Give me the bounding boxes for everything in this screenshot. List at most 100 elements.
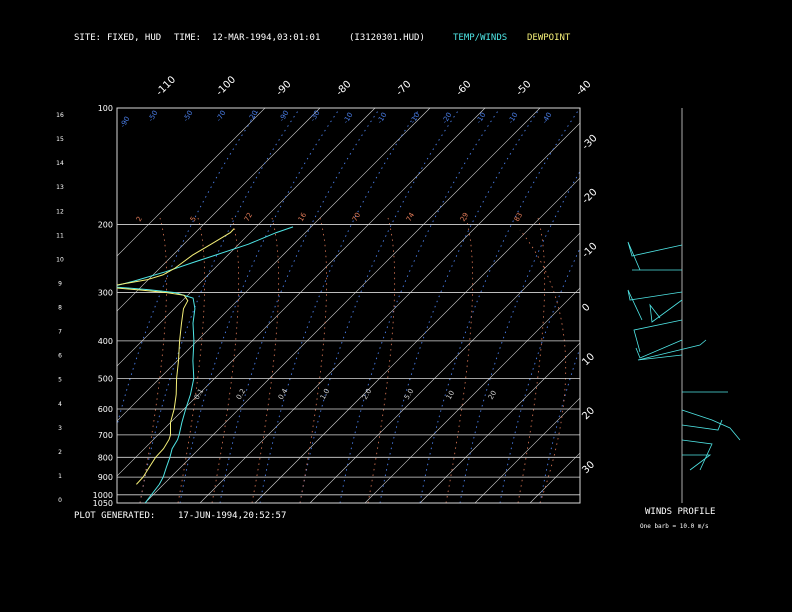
height-tick-label: 11 — [56, 232, 64, 239]
height-tick-label: 0 — [58, 497, 62, 504]
dry-adiabat-label: -20 — [247, 109, 260, 123]
ratio-label: 10 — [445, 389, 456, 401]
isotherm-line — [117, 108, 266, 257]
dry-adiabat-label: -20 — [441, 111, 454, 125]
mixing-ratio-label: 16 — [297, 211, 309, 223]
plot-generated-value: 17-JUN-1994,20:52:57 — [178, 511, 287, 521]
site-value: FIXED, HUD — [107, 33, 162, 43]
dry-adiabat-label: -90 — [278, 109, 291, 123]
isotherm-top-label: -50 — [514, 79, 533, 98]
mixing-ratio-line — [519, 229, 567, 503]
dry-adiabat-label: -90 — [119, 115, 132, 129]
isotherm-line — [117, 108, 431, 422]
height-tick-label: 3 — [58, 425, 62, 432]
isotherm-line — [529, 452, 580, 503]
ratio-label: 0.2 — [235, 387, 247, 401]
mixing-ratio-label: 83 — [513, 211, 524, 223]
isotherm-line — [309, 232, 580, 503]
pressure-tick-label: 600 — [98, 405, 113, 414]
dry-adiabat-label: -10 — [409, 111, 422, 125]
dry-adiabat-line — [620, 108, 780, 503]
height-tick-label: 8 — [58, 305, 62, 312]
wind-barb — [635, 339, 683, 359]
height-tick-label: 13 — [56, 184, 64, 191]
wind-barb — [681, 439, 713, 471]
wind-barb — [627, 241, 683, 271]
mixing-ratio-label: 29 — [459, 211, 470, 223]
isotherm-top-label: -90 — [274, 79, 293, 98]
dry-adiabat-line — [259, 108, 421, 503]
site-label: SITE: — [74, 33, 102, 43]
dry-adiabat-line — [459, 170, 580, 503]
ratio-label: 0.4 — [277, 387, 290, 401]
height-tick-label: 9 — [58, 280, 62, 287]
wind-barb — [627, 289, 683, 321]
dry-adiabat-label: -10 — [342, 111, 355, 125]
isotherm-line — [117, 108, 376, 367]
isotherm-line — [585, 103, 792, 503]
dry-adiabat-label: -10 — [376, 111, 389, 125]
pressure-tick-label: 700 — [98, 431, 113, 440]
mixing-ratio-label: 2 — [135, 215, 144, 223]
ratio-label: 5.0 — [403, 387, 415, 401]
temperature-profile — [117, 226, 294, 503]
dry-adiabat-line — [299, 108, 461, 503]
dry-adiabat-label: -50 — [147, 109, 160, 123]
ratio-label: 1.0 — [319, 387, 331, 401]
mixing-ratio-line — [211, 217, 240, 503]
mixing-ratio-label: 72 — [243, 211, 254, 223]
dry-adiabat-line — [539, 346, 580, 503]
isotherm-top-label: -40 — [574, 79, 593, 98]
file-id: (I3120301.HUD) — [349, 33, 425, 43]
pressure-tick-label: 500 — [98, 374, 113, 383]
mixing-ratio-label: 70 — [351, 211, 362, 223]
wind-barb — [681, 409, 741, 441]
time-value: 12-MAR-1994,03:01:01 — [212, 33, 321, 43]
isotherm-line — [117, 108, 321, 312]
dry-adiabat-label: -40 — [541, 111, 554, 125]
mixing-ratio-line — [177, 217, 206, 503]
isotherm-right-label: -20 — [580, 187, 599, 206]
legend-temp: TEMP/WINDS — [453, 33, 508, 43]
height-tick-label: 4 — [58, 401, 62, 408]
isotherm-right-label: -10 — [580, 241, 599, 260]
dry-adiabat-label: -10 — [507, 111, 520, 125]
dry-adiabat-label: -70 — [215, 109, 228, 123]
isotherm-line — [144, 108, 541, 503]
mixing-ratio-label: 5 — [189, 215, 198, 223]
isotherm-top-label: -60 — [454, 79, 473, 98]
pressure-tick-label: 100 — [98, 104, 113, 113]
dry-adiabat-line — [339, 108, 501, 503]
height-tick-label: 6 — [58, 353, 62, 360]
pressure-tick-label: 200 — [98, 220, 113, 229]
isotherm-right-label: 0 — [580, 302, 592, 314]
dry-adiabat-line — [419, 108, 580, 503]
height-tick-label: 7 — [58, 329, 62, 336]
dry-adiabat-label: -10 — [475, 111, 488, 125]
isotherm-right-label: 10 — [580, 351, 597, 368]
mixing-ratio-line — [251, 217, 280, 503]
wind-barb — [649, 299, 683, 323]
isotherm-line — [199, 122, 580, 503]
pressure-tick-label: 300 — [98, 289, 113, 298]
isotherm-line — [254, 177, 580, 503]
dry-adiabat-line — [219, 108, 381, 503]
dry-adiabat-label: -30 — [309, 109, 322, 123]
mixing-ratio-line — [445, 217, 474, 503]
height-tick-label: 10 — [56, 256, 64, 263]
wind-barb — [681, 419, 723, 431]
ratio-label: 2.0 — [361, 387, 373, 401]
height-tick-label: 1 — [58, 473, 62, 480]
pressure-tick-label: 1050 — [93, 499, 113, 508]
dewpoint-profile — [117, 228, 235, 485]
plot-generated-label: PLOT GENERATED: — [74, 511, 156, 521]
ratio-label: 20 — [487, 389, 498, 401]
isotherm-line — [474, 397, 580, 503]
isotherm-right-label: 30 — [580, 459, 597, 476]
wind-barb — [637, 339, 707, 361]
isotherm-top-label: -100 — [214, 74, 238, 98]
height-tick-label: 2 — [58, 449, 62, 456]
dry-adiabat-line — [579, 500, 580, 503]
isotherm-top-label: -70 — [394, 79, 413, 98]
